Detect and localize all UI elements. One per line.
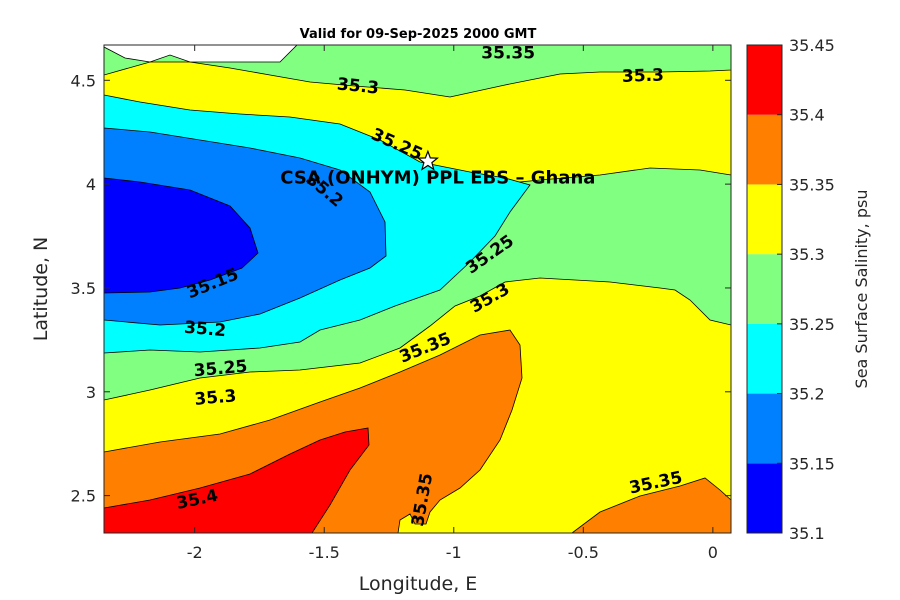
colorbar-swatch: [747, 463, 782, 533]
contour-label: 35.3: [622, 65, 665, 86]
colorbar-tick-label: 35.35: [789, 175, 835, 194]
contour-label: 35.35: [481, 43, 535, 63]
x-tick-label: -2: [187, 543, 203, 562]
plot-frame: [103, 44, 732, 534]
contour-label: 35.25: [193, 357, 248, 382]
x-tick-label: 0: [708, 543, 718, 562]
y-tick-label: 3.5: [71, 279, 96, 298]
y-axis-ticks: 4.5 4 3.5 3 2.5: [71, 71, 731, 506]
site-star-icon: [416, 149, 440, 171]
chart-title: Valid for 09-Sep-2025 2000 GMT: [300, 27, 537, 42]
x-axis-label: Longitude, E: [359, 573, 478, 595]
colorbar-swatch: [747, 254, 782, 324]
colorbar-swatch: [747, 323, 782, 394]
x-tick-label: -1: [446, 543, 462, 562]
contour-label: 35.2: [183, 318, 227, 342]
colorbar-tick-label: 35.25: [789, 315, 835, 334]
y-tick-label: 4: [86, 175, 96, 194]
colorbar-tick-label: 35.3: [789, 245, 825, 264]
site-marker-group: CSA (ONHYM) PPL EBS – Ghana: [280, 149, 595, 188]
salinity-band-35.40-35.45: [104, 427, 370, 533]
salinity-band-below-35.10: [104, 45, 298, 63]
colorbar-label: Sea Surface Salinity, psu: [852, 190, 871, 389]
x-tick-label: -0.5: [568, 543, 599, 562]
colorbar-swatch: [747, 45, 782, 115]
colorbar-tick-label: 35.15: [789, 454, 835, 473]
colorbar-frame: [746, 44, 783, 534]
y-axis-label: Latitude, N: [30, 237, 52, 342]
x-axis-ticks: -2 -1.5 -1 -0.5 0: [187, 45, 718, 562]
y-tick-label: 3: [86, 383, 96, 402]
colorbar: 35.45 35.4 35.35 35.3 35.25 35.2 35.15 35.1: [746, 36, 835, 543]
colorbar-swatch: [747, 114, 782, 185]
x-tick-label: -1.5: [309, 543, 340, 562]
contour-label: 35.3: [336, 74, 380, 98]
colorbar-swatch: [747, 393, 782, 464]
y-tick-label: 4.5: [71, 71, 96, 90]
colorbar-tick-label: 35.2: [789, 385, 825, 404]
salinity-band-35.10-35.15: [104, 177, 259, 294]
colorbar-tick-label: 35.1: [789, 524, 825, 543]
contour-label: 35.3: [194, 386, 238, 410]
colorbar-tick-label: 35.45: [789, 36, 835, 55]
y-tick-label: 2.5: [71, 487, 96, 506]
colorbar-swatch: [747, 184, 782, 255]
colorbar-tick-label: 35.4: [789, 106, 825, 125]
site-label: CSA (ONHYM) PPL EBS – Ghana: [280, 167, 595, 188]
